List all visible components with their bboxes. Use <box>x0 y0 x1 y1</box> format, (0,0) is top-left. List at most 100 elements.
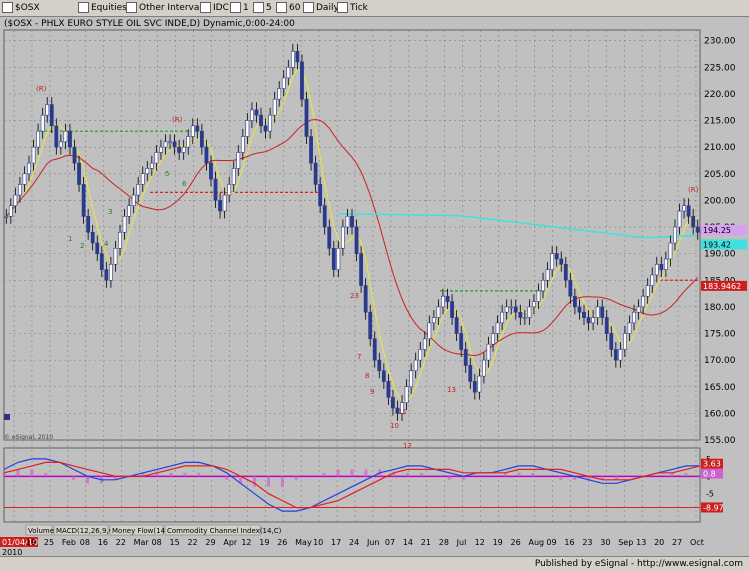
count-label: 9 <box>370 388 374 396</box>
interval-60-button[interactable]: 60 <box>276 2 300 14</box>
candle-body <box>268 114 273 132</box>
candle-body <box>400 402 404 414</box>
y-tick-label: 215.00 <box>704 117 736 127</box>
candle-body <box>459 333 464 350</box>
interval-daily-button[interactable]: Daily <box>303 2 339 14</box>
candle-body <box>63 130 68 143</box>
candle-body <box>131 194 136 207</box>
other-intervals-menu[interactable]: Other Intervals <box>126 2 207 14</box>
y-tick-label: 170.00 <box>704 356 736 366</box>
candle-body <box>363 285 368 313</box>
x-tick-label: 24 <box>349 538 359 547</box>
signal-line <box>3 461 701 509</box>
y-tick-label: 220.00 <box>704 90 736 100</box>
symbol-icon <box>2 2 13 13</box>
candle-body <box>486 343 491 361</box>
x-tick-label: 22 <box>116 538 126 547</box>
interval-1-button[interactable]: 1 <box>230 2 249 14</box>
x-tick-label: 10 <box>313 538 323 547</box>
y-tick-label: 225.00 <box>704 63 736 73</box>
candle-body <box>431 317 436 324</box>
candle-body <box>632 311 636 324</box>
equities-menu[interactable]: Equities <box>78 2 127 14</box>
candle-body <box>231 168 236 185</box>
interval-5-button[interactable]: 5 <box>253 2 272 14</box>
candle-body <box>582 311 586 318</box>
interval-icon <box>276 2 287 13</box>
interval-icon <box>230 2 241 13</box>
interval-idc-button[interactable]: IDC <box>200 2 229 14</box>
candle-body <box>568 279 573 297</box>
moving-averages <box>5 68 699 403</box>
candle-body <box>623 333 627 350</box>
y-tick-label: 200.00 <box>704 196 736 206</box>
candle-body <box>127 205 131 217</box>
count-label: (R) <box>36 85 47 93</box>
count-label: 12 <box>403 442 412 450</box>
interval-tick-button[interactable]: Tick <box>337 2 368 14</box>
candle-body <box>613 349 618 361</box>
close-mark-1-bg <box>701 225 747 236</box>
candle-body <box>140 173 145 185</box>
candle-body <box>222 194 227 212</box>
candle-body <box>245 120 250 137</box>
candle-body <box>250 109 254 121</box>
macd-tick-label: -5 <box>706 490 714 499</box>
x-tick-label: 20 <box>654 538 664 547</box>
x-tick-label: 16 <box>98 538 108 547</box>
interval-icon <box>253 2 264 13</box>
x-tick-label: 14 <box>403 538 413 547</box>
candle-body <box>550 253 555 270</box>
candle-body <box>659 263 664 270</box>
x-tick-label: 21 <box>421 538 431 547</box>
scroll-marker-icon[interactable] <box>4 414 10 420</box>
y-tick-label: 205.00 <box>704 170 736 180</box>
close-mark-2-bg <box>701 239 747 250</box>
candle-body <box>336 248 341 270</box>
start-date-highlight <box>0 537 38 547</box>
symbol-field[interactable]: $OSX <box>2 2 40 14</box>
candle-body <box>163 141 168 148</box>
x-tick-label: 08 <box>152 538 162 547</box>
candle-body <box>591 317 595 324</box>
candle-body <box>618 349 623 361</box>
candle-body <box>422 338 427 350</box>
y-tick-label: 230.00 <box>704 37 736 47</box>
candle-body <box>49 104 54 127</box>
candle-body <box>409 370 414 388</box>
candle-body <box>318 184 323 207</box>
price-axis: 230.00 225.00 220.00 215.00 210.00 205.00 200.… <box>701 37 747 446</box>
candle-body <box>345 216 350 228</box>
candle-body <box>281 77 286 89</box>
study-tab-label: Money Flow(14) <box>112 527 168 535</box>
candle-body <box>72 146 77 164</box>
status-bar: Published by eSignal - http://www.esigna… <box>0 556 749 571</box>
count-label: 11 <box>398 408 407 416</box>
candle-body <box>313 162 318 185</box>
candle-body <box>331 248 336 270</box>
candle-body <box>341 226 345 249</box>
x-tick-label: 09 <box>546 538 556 547</box>
macd-pane-frame <box>3 447 701 523</box>
candle-body <box>495 322 500 334</box>
candle-body <box>513 306 518 313</box>
candle-body <box>145 168 150 175</box>
candle-body <box>177 146 182 153</box>
candle-body <box>604 317 609 334</box>
y-tick-label: 165.00 <box>704 383 736 393</box>
candle-body <box>204 146 209 164</box>
watermark: © eSignal, 2010 <box>4 434 53 441</box>
candle-body <box>577 306 582 313</box>
y-tick-label: 180.00 <box>704 303 736 313</box>
candle-body <box>395 407 400 414</box>
candle-body <box>445 295 450 302</box>
x-tick-label: 29 <box>205 538 215 547</box>
candle-body <box>563 263 568 281</box>
candle-body <box>368 311 373 340</box>
candle-body <box>404 386 409 404</box>
candle-body <box>154 152 159 164</box>
study-tabs: Volume MACD(12,26,9,C)Money Flow(14) Commo… <box>25 524 282 536</box>
candle-body <box>4 216 9 218</box>
